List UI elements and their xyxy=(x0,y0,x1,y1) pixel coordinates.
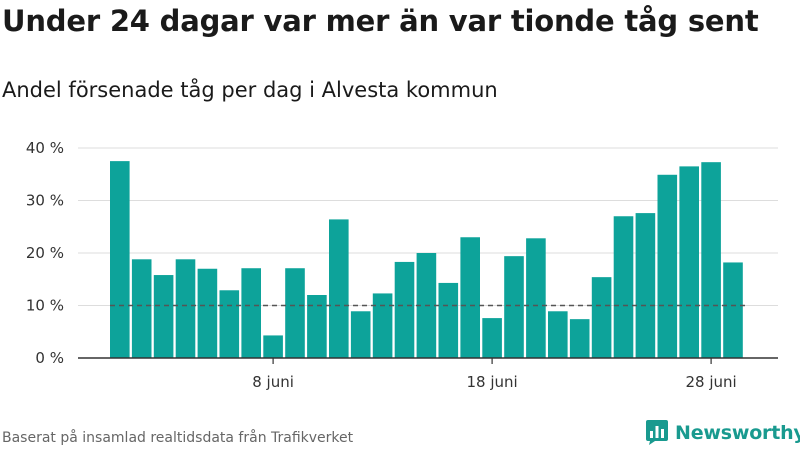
bar xyxy=(285,268,305,358)
bar xyxy=(701,162,721,358)
brand-name: Newsworthy xyxy=(675,421,800,444)
bar xyxy=(569,319,590,358)
bar xyxy=(460,237,480,358)
bar xyxy=(548,311,568,358)
x-tick-label: 8 juni xyxy=(252,373,294,391)
y-tick-label: 20 % xyxy=(26,244,64,262)
bar xyxy=(657,174,678,358)
bar xyxy=(635,213,656,358)
newsworthy-logo: Newsworthy xyxy=(645,419,800,446)
bar xyxy=(591,277,612,358)
newsworthy-logo-icon xyxy=(646,420,668,445)
bar xyxy=(110,161,130,358)
bar xyxy=(175,259,196,358)
bar xyxy=(394,261,415,358)
bar xyxy=(197,268,218,358)
bar xyxy=(131,259,152,358)
bar xyxy=(153,275,174,358)
bar xyxy=(438,282,459,358)
bar xyxy=(372,293,393,358)
bar xyxy=(329,219,349,358)
chart-title: Under 24 dagar var mer än var tionde tåg… xyxy=(2,4,759,38)
bar xyxy=(613,216,634,358)
y-tick-label: 40 % xyxy=(26,139,64,157)
chart-subtitle: Andel försenade tåg per dag i Alvesta ko… xyxy=(2,78,498,102)
bar xyxy=(679,166,699,358)
y-tick-label: 0 % xyxy=(35,349,64,367)
bar xyxy=(526,238,546,358)
bar xyxy=(723,262,743,358)
bar xyxy=(307,295,327,358)
bar xyxy=(263,335,283,358)
bar xyxy=(482,318,502,358)
x-axis-ticks: 8 juni 18 juni 28 juni xyxy=(252,358,737,391)
y-axis-labels: 0 % 10 % 20 % 30 % 40 % xyxy=(26,139,64,367)
bar xyxy=(219,290,240,358)
bar xyxy=(504,256,524,358)
y-tick-label: 30 % xyxy=(26,192,64,210)
y-tick-label: 10 % xyxy=(26,297,64,315)
bars xyxy=(110,161,743,358)
x-tick-label: 18 juni xyxy=(466,373,517,391)
source-note: Baserat på insamlad realtidsdata från Tr… xyxy=(2,430,354,446)
bar xyxy=(241,268,261,358)
x-tick-label: 28 juni xyxy=(685,373,736,391)
bar xyxy=(350,311,371,358)
